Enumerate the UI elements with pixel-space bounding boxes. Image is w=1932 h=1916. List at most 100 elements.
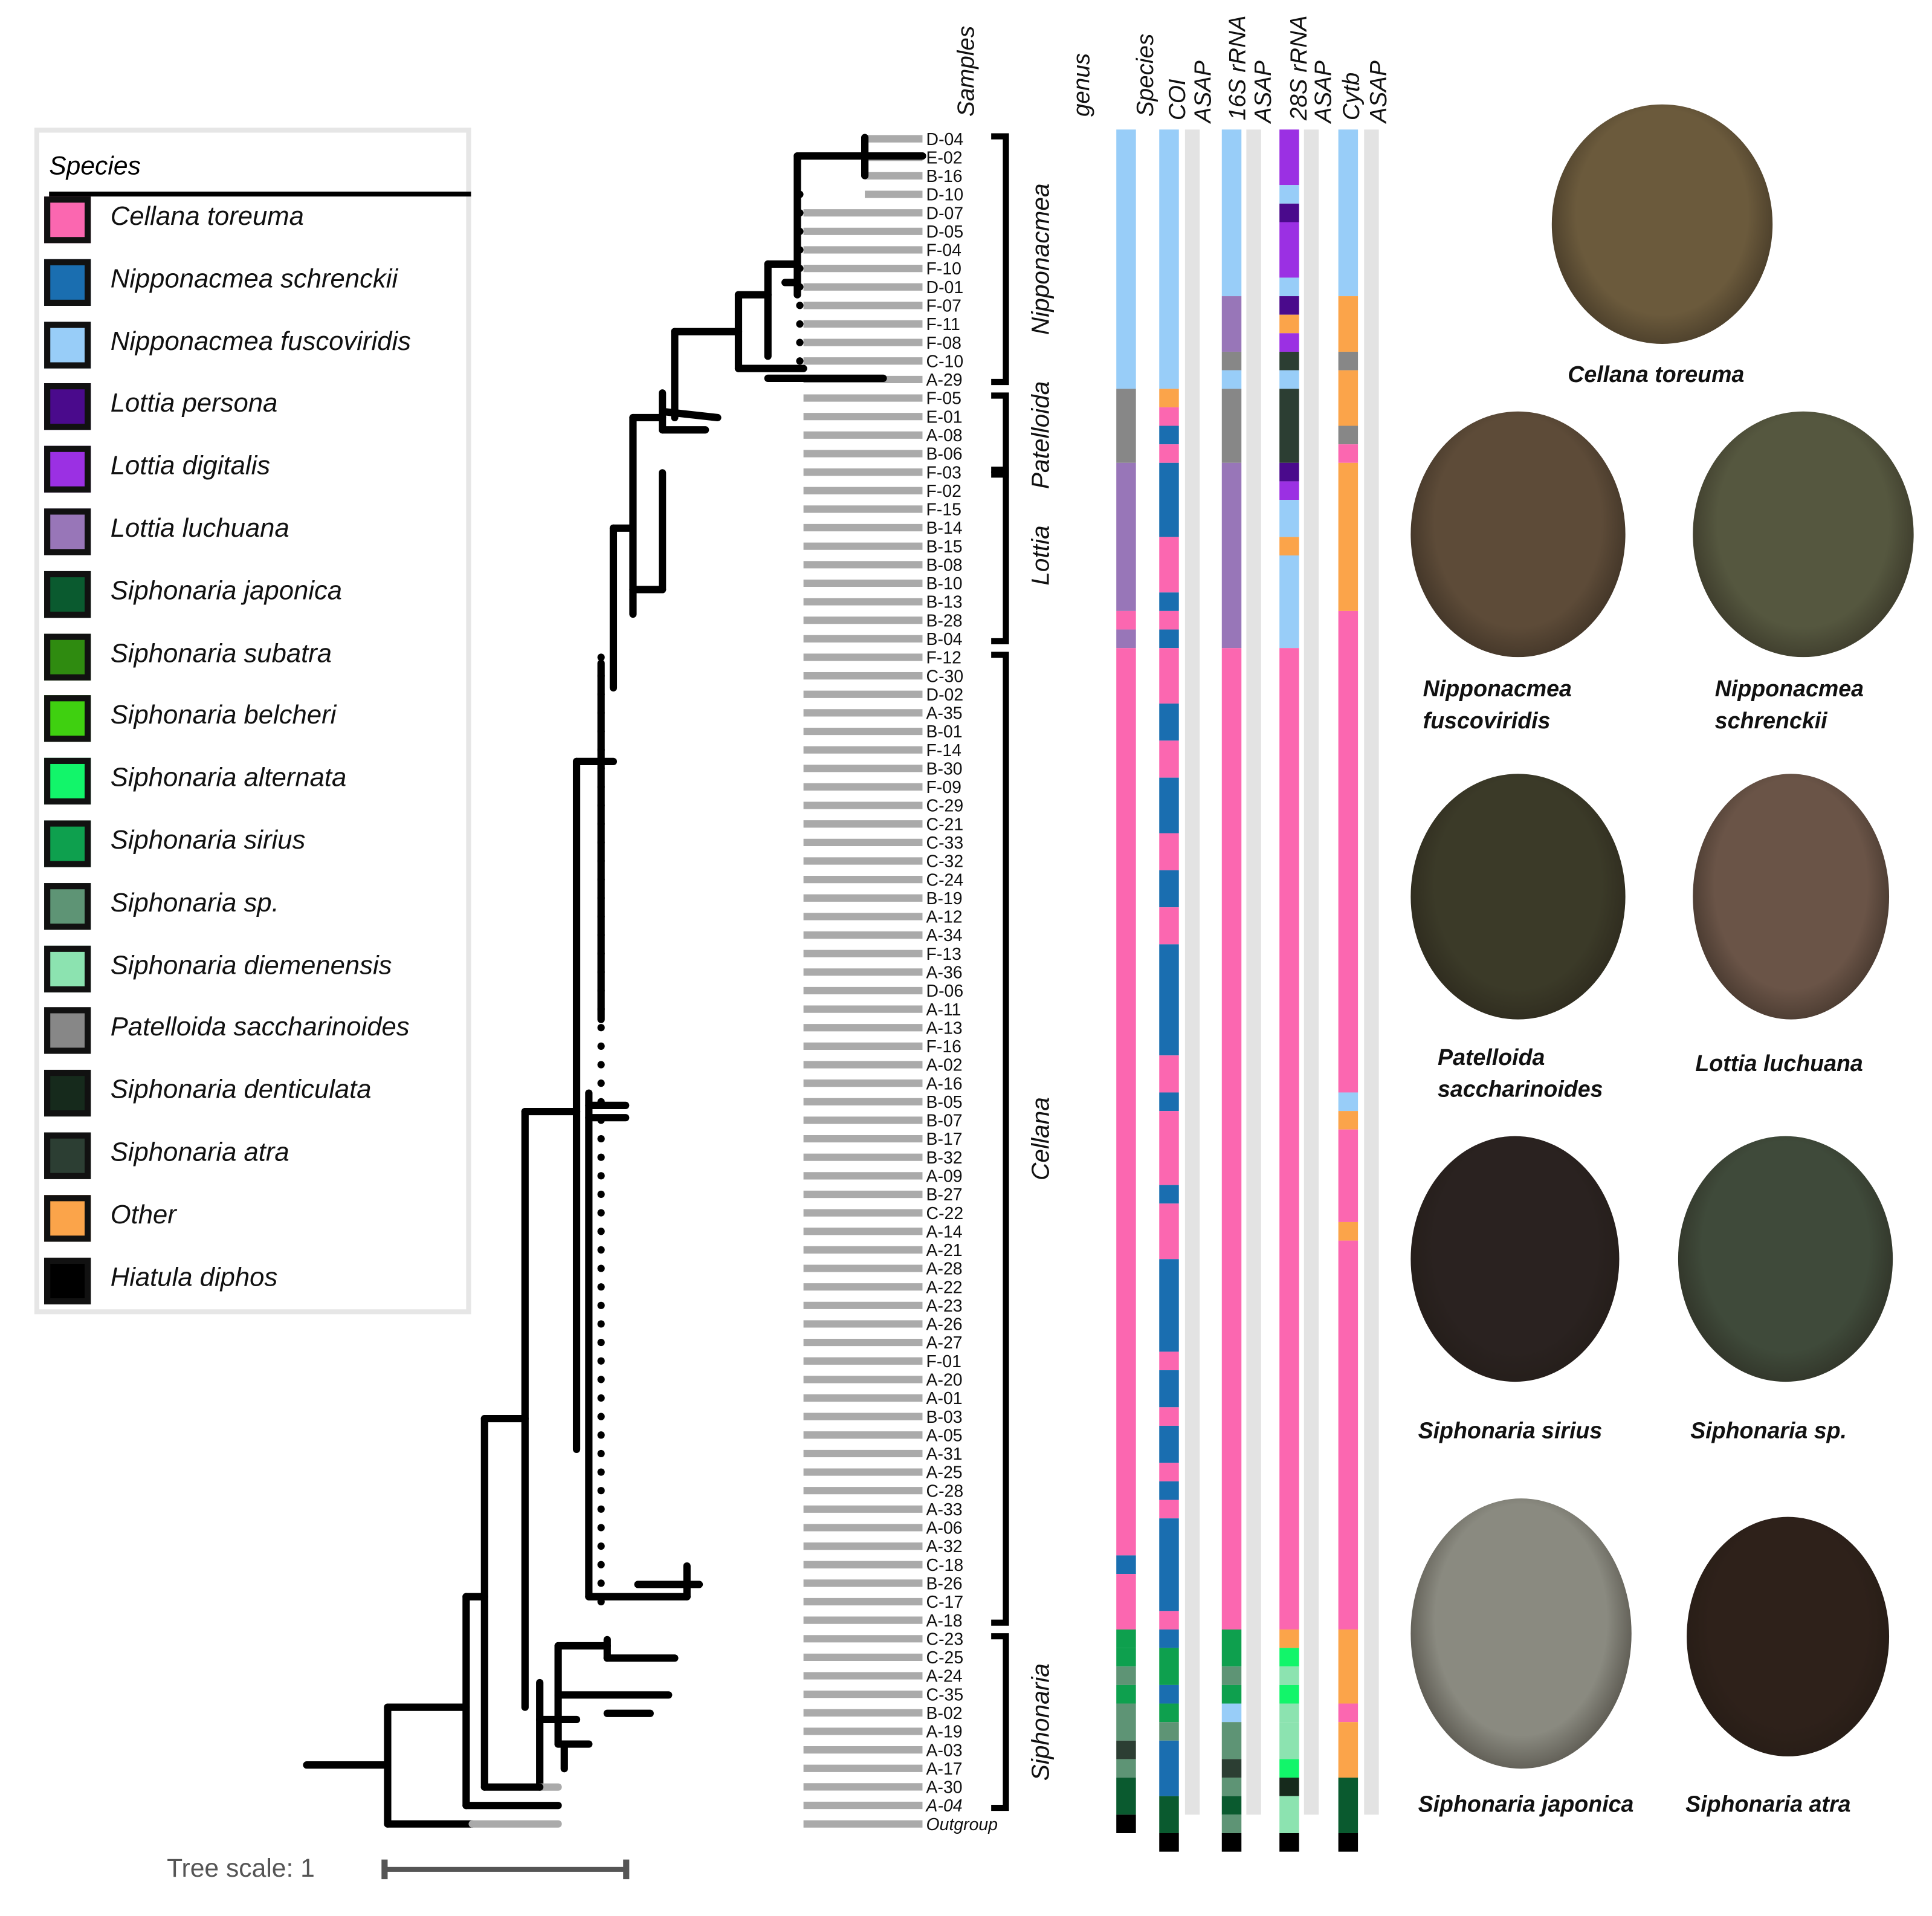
sample-label: A-05 [926,1426,963,1445]
trait-track-segment [1159,833,1179,870]
tree-tip-dot [597,746,605,754]
legend-label: Siphonaria belcheri [110,701,337,730]
sample-label: B-19 [926,889,963,908]
trait-track-segment [1279,1703,1299,1723]
legend-item: Hiatula diphos [39,1257,471,1309]
trait-track-segment [1279,333,1299,352]
tree-tip-dot [796,283,804,291]
sample-label: C-21 [926,815,964,834]
sample-label: B-13 [926,593,963,612]
legend-label: Siphonaria subatra [110,638,332,668]
trait-track-segment [1159,1351,1179,1371]
legend-label: Siphonaria sirius [110,825,306,855]
tree-scale-bar [383,1866,628,1872]
tree-tip-dot [597,820,605,828]
trait-track-segment [1159,537,1179,593]
sample-label: B-06 [926,445,963,464]
sample-label: A-01 [926,1389,963,1408]
genus-label: Lottia [1027,525,1055,585]
tree-tip-dot [597,894,605,902]
column-header: Cytb [1339,73,1365,120]
trait-track-segment [1116,1759,1136,1778]
sample-label: F-08 [926,334,961,353]
trait-track-segment [1159,1722,1179,1741]
trait-track-segment [1116,1703,1136,1741]
asap-track [1304,129,1319,1815]
tree-tip-dot [796,190,804,198]
legend-swatch [44,1257,91,1304]
trait-track-segment [1279,648,1299,1630]
tree-tip-dot [597,765,605,772]
sample-label: F-16 [926,1037,961,1057]
trait-track-segment [1116,610,1136,630]
legend-label: Cellana toreuma [110,201,304,231]
legend-label: Lottia digitalis [110,451,271,481]
column-header: ASAP [1310,60,1336,124]
photo-caption: Nipponacmea schrenckii [1714,675,1864,734]
trait-track-segment [1338,129,1359,297]
trait-track-segment [1159,1500,1179,1519]
legend-label: Hiatula diphos [110,1262,278,1292]
tree-tip-dot [597,1209,605,1217]
sample-label: F-15 [926,500,961,520]
tree-tip-dot [597,1190,605,1199]
sample-label: C-30 [926,667,964,686]
photo-caption: Lottia luchuana [1695,1050,1863,1076]
sample-label: Outgroup [926,1815,998,1834]
sample-label: A-29 [926,371,963,390]
genus-bracket [991,652,1009,1626]
trait-track-segment [1159,1611,1179,1630]
trait-track-segment [1338,1092,1359,1112]
sample-label: C-17 [926,1593,964,1612]
sample-label: E-01 [926,407,963,427]
tree-tip-dot [597,1172,605,1180]
trait-track-segment [1279,222,1299,278]
sample-label: B-02 [926,1704,963,1723]
trait-track-segment [1338,462,1359,611]
tree-tip-dot [597,783,605,791]
trait-track-segment [1159,1259,1179,1352]
tree-tip-dot [597,1376,605,1384]
sample-label: A-12 [926,908,963,927]
tree-tip-dot [796,227,804,235]
trait-track-segment [1279,203,1299,222]
photo-caption: Siphonaria japonica [1418,1790,1634,1817]
sample-label: B-17 [926,1130,963,1149]
legend-item: Siphonaria atra [39,1132,471,1184]
sample-label: D-10 [926,186,964,205]
trait-track-segment [1159,777,1179,833]
sample-label: F-10 [926,259,961,279]
tree-tip-dot [597,1487,605,1495]
trait-track-segment [1116,389,1136,463]
sample-label: A-25 [926,1463,963,1483]
trait-track-segment [1338,1722,1359,1778]
genus-bracket [991,133,1009,386]
sample-label: B-27 [926,1185,963,1205]
sample-label: C-24 [926,870,964,890]
sample-label: A-02 [926,1056,963,1075]
legend-label: Lottia persona [110,388,278,418]
limpet-shell-photo [1410,774,1626,1020]
trait-track-segment [1159,1740,1179,1796]
sample-label: D-07 [926,204,964,223]
column-header: 16S rRNA [1224,15,1250,120]
tree-tip-dot [597,1005,605,1013]
sample-label: B-01 [926,722,963,742]
column-header: genus [1069,53,1095,117]
tree-tip-dot [597,986,605,995]
sample-label: B-28 [926,611,963,630]
trait-track-segment [1159,1685,1179,1704]
trait-track-segment [1221,1666,1242,1685]
sample-label: F-05 [926,389,961,409]
tree-tip-dot [796,357,804,365]
sample-label: A-35 [926,704,963,723]
genus-label: Cellana [1027,1097,1055,1180]
trait-track-segment [1116,1629,1136,1648]
trait-track-segment [1159,1111,1179,1185]
tree-tip-dot [597,1042,605,1050]
trait-track-segment [1159,1092,1179,1112]
legend-label: Siphonaria japonica [110,575,343,606]
trait-track-segment [1279,277,1299,297]
trait-track-segment [1338,444,1359,463]
legend-label: Siphonaria alternata [110,763,347,793]
